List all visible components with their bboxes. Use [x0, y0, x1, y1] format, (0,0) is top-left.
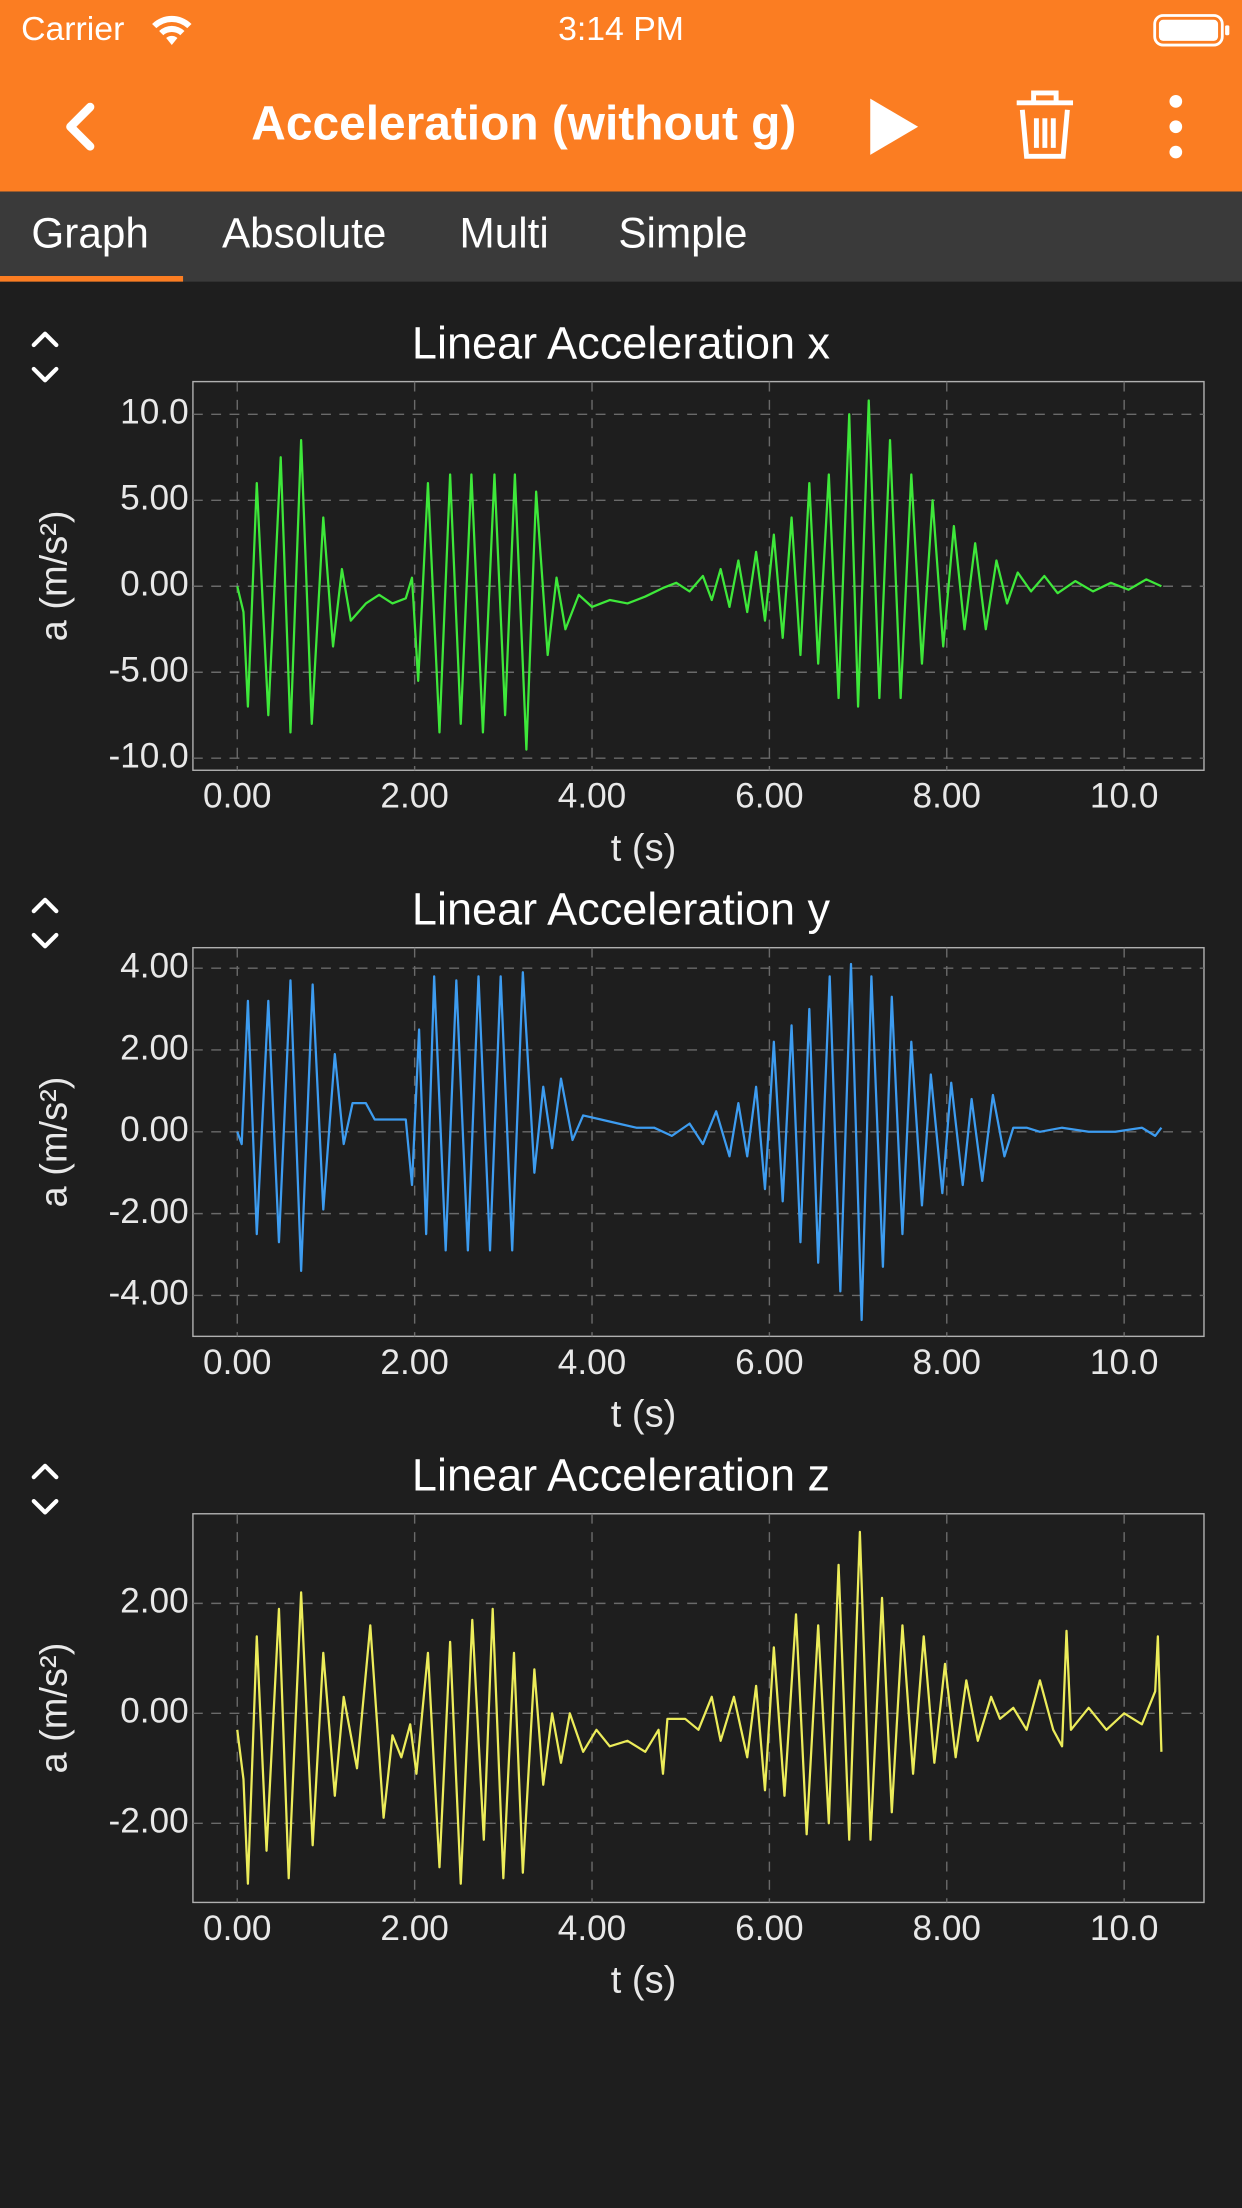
chart-title: Linear Acceleration y [412, 883, 831, 934]
y-tick-label: -2.00 [108, 1192, 188, 1231]
x-tick-label: 10.0 [1090, 777, 1158, 816]
y-tick-label: -4.00 [108, 1274, 188, 1313]
reorder-icon[interactable] [31, 1463, 59, 1515]
y-tick-label: 10.0 [120, 393, 189, 432]
y-tick-label: 2.00 [120, 1582, 189, 1621]
x-axis-label: t (s) [611, 1960, 676, 2002]
battery-icon [1153, 14, 1230, 47]
x-tick-label: 0.00 [203, 777, 271, 816]
plot-area [192, 1513, 1205, 1904]
tab-bar [0, 191, 1242, 282]
x-tick-label: 10.0 [1090, 1909, 1158, 1948]
x-axis-label: t (s) [611, 828, 676, 870]
page-title: Acceleration (without g) [251, 97, 796, 150]
back-button[interactable] [66, 102, 95, 151]
y-axis-label: a (m/s²) [33, 1077, 75, 1208]
y-tick-label: -5.00 [108, 651, 188, 690]
x-tick-label: 8.00 [913, 777, 981, 816]
y-tick-label: -2.00 [108, 1802, 188, 1841]
x-tick-label: 4.00 [558, 1909, 627, 1948]
x-tick-label: 2.00 [380, 1343, 449, 1382]
clock: 3:14 PM [558, 10, 684, 48]
reorder-icon[interactable] [31, 897, 59, 949]
x-tick-label: 6.00 [735, 1343, 803, 1382]
tab[interactable]: Absolute [222, 210, 386, 257]
tab[interactable]: Multi [460, 210, 549, 257]
chart-title: Linear Acceleration x [412, 317, 831, 368]
y-tick-label: 5.00 [120, 479, 189, 518]
x-tick-label: 4.00 [558, 1343, 627, 1382]
tab[interactable]: Simple [618, 210, 747, 257]
y-tick-label: 0.00 [120, 565, 189, 604]
x-tick-label: 8.00 [913, 1909, 981, 1948]
plot-area [192, 946, 1205, 1338]
data-line [236, 399, 1162, 751]
x-tick-label: 0.00 [203, 1343, 271, 1382]
x-axis-label: t (s) [611, 1394, 676, 1436]
x-tick-label: 0.00 [203, 1909, 271, 1948]
y-tick-label: 0.00 [120, 1110, 189, 1149]
y-tick-label: 0.00 [120, 1692, 189, 1731]
wifi-icon [152, 15, 192, 46]
tab[interactable]: Graph [31, 210, 148, 257]
reorder-icon[interactable] [31, 331, 59, 383]
x-tick-label: 10.0 [1090, 1343, 1158, 1382]
more-button[interactable] [1169, 95, 1183, 159]
y-axis-label: a (m/s²) [33, 510, 75, 641]
play-button[interactable] [870, 98, 919, 155]
y-tick-label: 2.00 [120, 1028, 189, 1067]
x-tick-label: 4.00 [558, 777, 627, 816]
carrier: Carrier [21, 10, 124, 48]
x-tick-label: 2.00 [380, 777, 449, 816]
x-tick-label: 6.00 [735, 777, 803, 816]
data-line [236, 962, 1163, 1322]
data-line [236, 1530, 1163, 1885]
y-tick-label: 4.00 [120, 946, 189, 985]
x-tick-label: 6.00 [735, 1909, 803, 1948]
y-axis-label: a (m/s²) [33, 1643, 75, 1774]
y-tick-label: -10.0 [108, 737, 188, 776]
plot-area [192, 380, 1205, 771]
x-tick-label: 8.00 [913, 1343, 981, 1382]
x-tick-label: 2.00 [380, 1909, 449, 1948]
tab-indicator [0, 276, 184, 282]
chart-title: Linear Acceleration z [412, 1449, 830, 1500]
delete-button[interactable] [1016, 90, 1074, 159]
